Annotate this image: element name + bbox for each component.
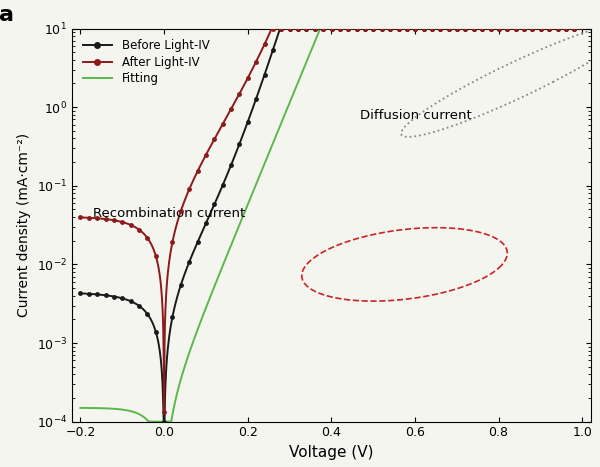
Fitting [341, 26, 349, 31]
After Light-IV [77, 214, 84, 220]
Text: Diffusion current: Diffusion current [360, 109, 472, 122]
Before Light-IV [162, 383, 169, 389]
Line: After Light-IV: After Light-IV [80, 28, 582, 412]
After Light-IV [161, 410, 168, 415]
After Light-IV [269, 26, 276, 31]
Fitting [77, 405, 84, 410]
Line: Fitting: Fitting [80, 28, 582, 422]
After Light-IV [578, 26, 586, 31]
Text: a: a [0, 5, 14, 25]
Fitting [162, 419, 169, 425]
After Light-IV [162, 308, 169, 314]
X-axis label: Voltage (V): Voltage (V) [289, 445, 374, 460]
Before Light-IV [341, 26, 349, 31]
After Light-IV [295, 26, 302, 31]
Fitting [317, 26, 324, 31]
Legend: Before Light-IV, After Light-IV, Fitting: Before Light-IV, After Light-IV, Fitting [78, 35, 214, 90]
Before Light-IV [277, 26, 284, 31]
Before Light-IV [160, 419, 167, 425]
Before Light-IV [352, 26, 359, 31]
Fitting [295, 78, 302, 84]
After Light-IV [341, 26, 349, 31]
Before Light-IV [247, 113, 254, 119]
Fitting [578, 26, 586, 31]
Fitting [145, 419, 152, 425]
Before Light-IV [143, 311, 151, 316]
After Light-IV [247, 71, 254, 77]
Before Light-IV [77, 290, 84, 296]
After Light-IV [143, 234, 151, 240]
Fitting [352, 26, 359, 31]
Before Light-IV [295, 26, 302, 31]
Before Light-IV [578, 26, 586, 31]
Y-axis label: Current density (mA·cm⁻²): Current density (mA·cm⁻²) [17, 133, 31, 317]
Fitting [247, 197, 254, 202]
Fitting [143, 417, 151, 423]
Line: Before Light-IV: Before Light-IV [80, 28, 582, 422]
After Light-IV [352, 26, 359, 31]
Text: Recombination current: Recombination current [93, 207, 245, 220]
